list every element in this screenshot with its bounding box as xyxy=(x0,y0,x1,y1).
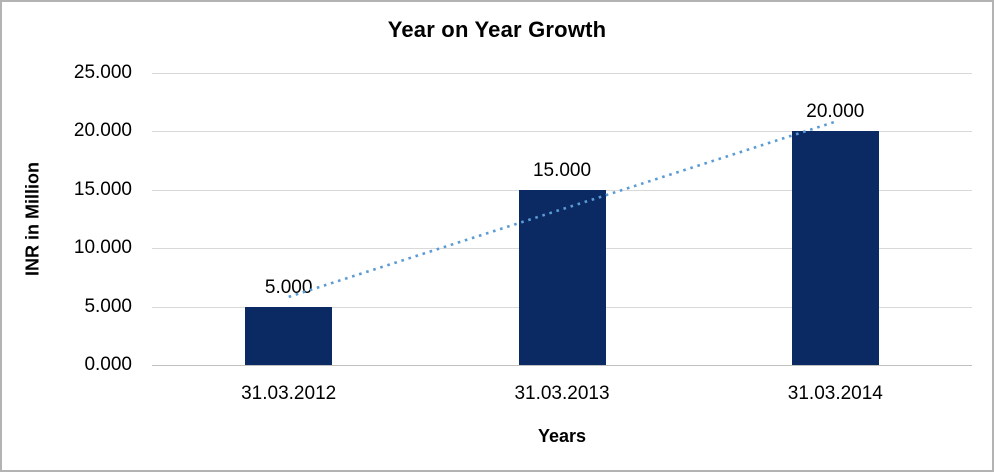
data-label: 15.000 xyxy=(532,159,592,181)
data-label: 20.000 xyxy=(806,101,865,123)
y-tick-label: 15.000 xyxy=(73,178,132,200)
x-axis-line xyxy=(152,365,972,366)
bar-31.03.2012 xyxy=(245,306,333,365)
trendline xyxy=(288,120,836,299)
plot-area: 5.000 15.000 20.000 xyxy=(152,73,972,366)
x-tick-label: 31.03.2013 xyxy=(514,383,610,404)
y-tick-label: 20.000 xyxy=(73,120,132,142)
y-tick-label: 25.000 xyxy=(73,62,132,83)
x-axis-title: Years xyxy=(537,426,587,446)
x-axis-ticks: 31.03.2012 31.03.2013 31.03.2014 xyxy=(2,383,992,407)
gridline xyxy=(152,131,972,133)
gridline xyxy=(152,73,972,74)
y-axis-ticks: 0.000 5.000 10.000 15.000 20.000 25.000 xyxy=(2,2,132,470)
bar-31.03.2013 xyxy=(518,189,606,365)
y-tick-label: 5.000 xyxy=(84,295,132,317)
data-label: 5.000 xyxy=(264,276,313,298)
chart-title: Year on Year Growth xyxy=(387,17,607,42)
bar-31.03.2014 xyxy=(791,131,879,365)
y-tick-label: 10.000 xyxy=(73,237,132,259)
x-tick-label: 31.03.2014 xyxy=(787,383,883,404)
x-tick-label: 31.03.2012 xyxy=(241,383,337,404)
y-tick-label: 0.000 xyxy=(84,354,132,375)
trendline-layer xyxy=(288,120,836,299)
